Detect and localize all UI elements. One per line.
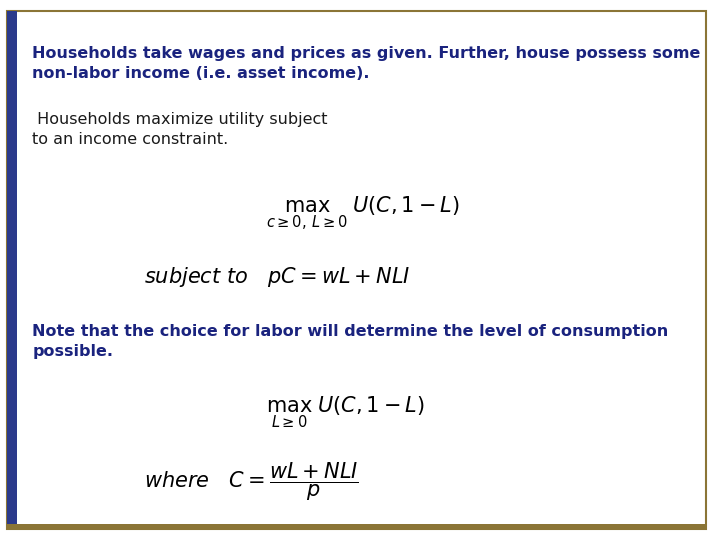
Text: Households take wages and prices as given. Further, house possess some
non-labor: Households take wages and prices as give… xyxy=(32,46,701,82)
Text: $\mathit{where} \quad C = \dfrac{wL + NLI}{p}$: $\mathit{where} \quad C = \dfrac{wL + NL… xyxy=(144,460,359,503)
Text: $\mathit{subject\ to} \quad pC = wL + NLI$: $\mathit{subject\ to} \quad pC = wL + NL… xyxy=(144,265,410,288)
Text: Households maximize utility subject
to an income constraint.: Households maximize utility subject to a… xyxy=(32,112,328,147)
Text: $\underset{L \geq 0}{\max} \; U(C, 1-L)$: $\underset{L \geq 0}{\max} \; U(C, 1-L)$ xyxy=(266,395,425,430)
Text: $\underset{c \geq 0,\, L \geq 0}{\max} \; U(C, 1-L)$: $\underset{c \geq 0,\, L \geq 0}{\max} \… xyxy=(266,194,460,232)
Text: Note that the choice for labor will determine the level of consumption
possible.: Note that the choice for labor will dete… xyxy=(32,324,669,360)
